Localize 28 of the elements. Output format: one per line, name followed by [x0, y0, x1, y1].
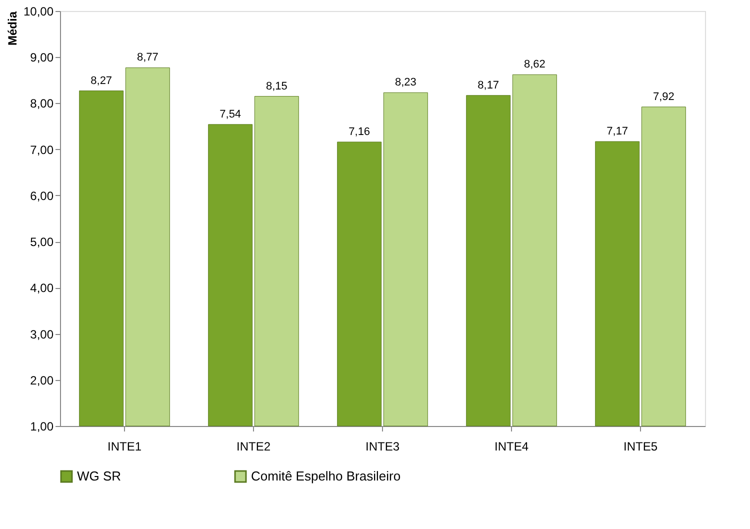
data-label: 8,77	[136, 52, 158, 64]
y-tick-label: 7,00	[30, 142, 54, 157]
x-tick-label: INTE4	[494, 440, 529, 454]
x-tick-label: INTE5	[623, 440, 658, 454]
y-tick-label: 2,00	[30, 373, 54, 388]
legend-label: Comitê Espelho Brasileiro	[251, 468, 401, 484]
y-tick-label: 3,00	[30, 327, 54, 342]
y-tick-label: 8,00	[30, 96, 54, 111]
data-label: 8,27	[90, 74, 112, 87]
y-axis-title: Média	[5, 11, 20, 46]
y-tick-label: 1,00	[30, 420, 54, 434]
data-label: 7,92	[652, 90, 674, 103]
data-label: 8,23	[394, 76, 416, 89]
legend-label: WG SR	[77, 468, 122, 484]
x-tick-label: INTE1	[107, 440, 142, 454]
y-tick-label: 4,00	[30, 281, 54, 296]
data-label: 8,17	[478, 79, 500, 92]
y-tick-label: 10,00	[23, 4, 54, 18]
data-label: 8,62	[524, 58, 546, 71]
x-tick-label: INTE2	[236, 440, 271, 454]
x-tick-label: INTE3	[365, 440, 400, 454]
data-label: 8,15	[266, 80, 288, 92]
y-tick-label: 6,00	[30, 188, 54, 203]
data-label: 7,16	[348, 126, 370, 138]
y-tick-label: 9,00	[30, 50, 54, 65]
data-label: 7,17	[606, 125, 628, 138]
data-label: 7,54	[220, 108, 242, 120]
y-tick-label: 5,00	[30, 235, 54, 250]
